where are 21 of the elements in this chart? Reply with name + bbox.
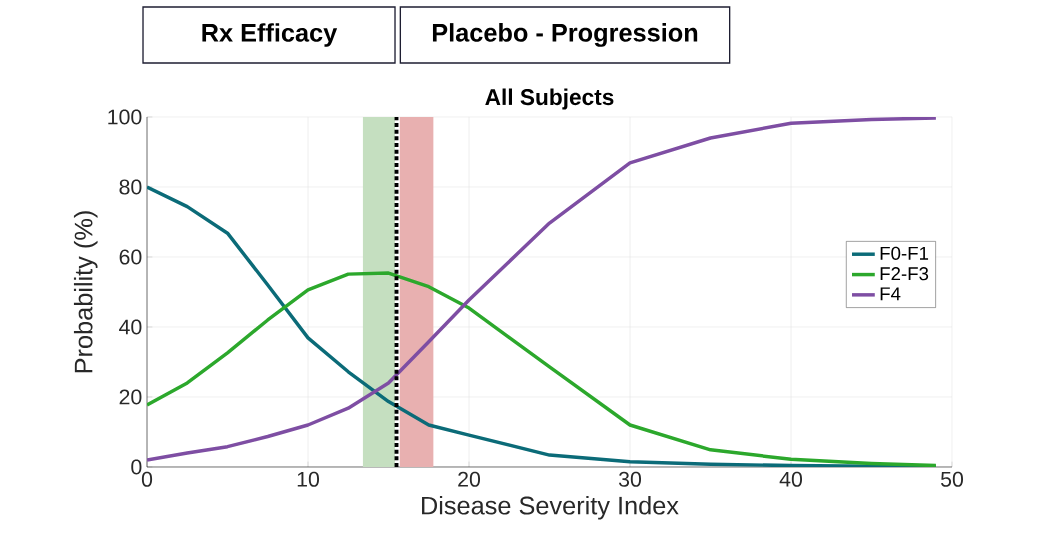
y-tick-label: 20 (119, 389, 142, 405)
y-tick-label: 0 (131, 459, 142, 475)
x-axis-title: Disease Severity Index (422, 495, 679, 520)
legend-label: F0-F1 (880, 246, 929, 260)
x-tick-label: 40 (779, 471, 803, 487)
y-tick-label: 100 (108, 109, 142, 125)
y-tick-label: 60 (119, 249, 142, 265)
legend-label: F4 (880, 287, 901, 301)
chart-title: All Subjects (485, 88, 614, 110)
x-tick-label: 10 (297, 471, 320, 487)
y-tick-label: 80 (119, 179, 142, 195)
x-tick-label: 50 (940, 471, 964, 487)
y-tick-label: 40 (119, 319, 142, 335)
line-series (147, 116, 938, 462)
x-tick-label: 20 (458, 471, 481, 487)
text: Rx Efficacy (202, 23, 338, 47)
text: Placebo - Progression (432, 23, 698, 47)
legend-label: F2-F3 (880, 267, 929, 281)
x-tick-label: 30 (618, 471, 642, 487)
x-tick-label: 0 (141, 471, 153, 487)
y-axis-title: Probability (%) (73, 211, 98, 373)
